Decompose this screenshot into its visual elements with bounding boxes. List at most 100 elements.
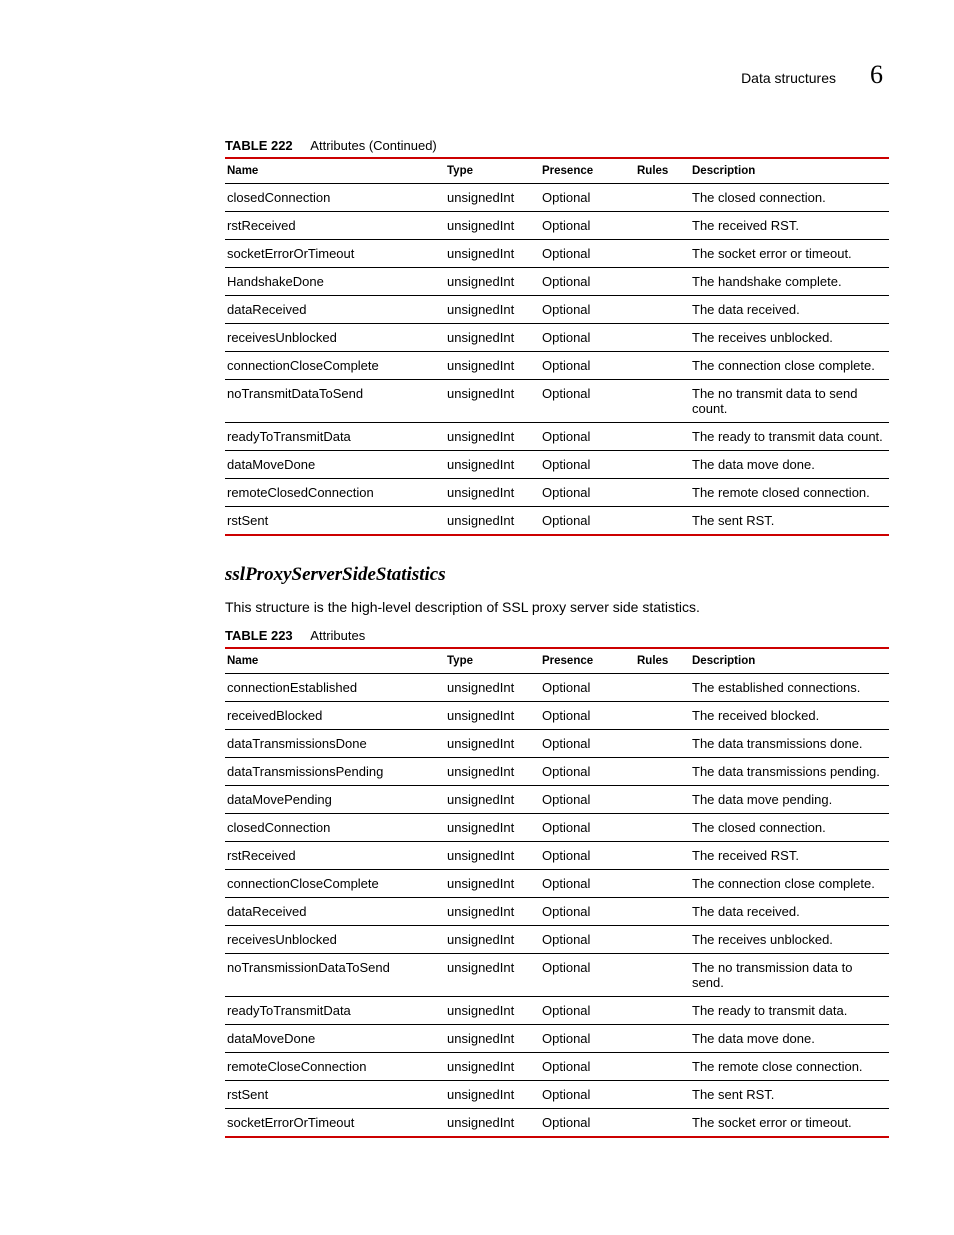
cell-presence: Optional bbox=[540, 240, 635, 268]
cell-type: unsignedInt bbox=[445, 729, 540, 757]
table-row: closedConnectionunsignedIntOptional The c… bbox=[225, 184, 889, 212]
cell-rules bbox=[635, 1080, 690, 1108]
cell-type: unsignedInt bbox=[445, 1080, 540, 1108]
table-row: receivesUnblockedunsignedIntOptionalThe … bbox=[225, 324, 889, 352]
table-row: noTransmitDataToSendunsignedIntOptionalT… bbox=[225, 380, 889, 423]
table-222-title: Attributes (Continued) bbox=[310, 138, 436, 153]
table-row: remoteCloseConnectionunsignedIntOptional… bbox=[225, 1052, 889, 1080]
cell-name: remoteCloseConnection bbox=[225, 1052, 445, 1080]
table-row: closedConnectionunsignedIntOptionalThe c… bbox=[225, 813, 889, 841]
cell-rules bbox=[635, 1052, 690, 1080]
table-223-title: Attributes bbox=[310, 628, 365, 643]
table-row: readyToTransmitDataunsignedIntOptionalTh… bbox=[225, 996, 889, 1024]
cell-name: remoteClosedConnection bbox=[225, 479, 445, 507]
cell-rules bbox=[635, 953, 690, 996]
table-223: Name Type Presence Rules Description con… bbox=[225, 647, 889, 1138]
col-header-name: Name bbox=[225, 648, 445, 674]
cell-description: The received blocked. bbox=[690, 701, 889, 729]
cell-type: unsignedInt bbox=[445, 925, 540, 953]
cell-presence: Optional bbox=[540, 212, 635, 240]
cell-rules bbox=[635, 757, 690, 785]
cell-rules bbox=[635, 296, 690, 324]
cell-presence: Optional bbox=[540, 897, 635, 925]
cell-name: dataMovePending bbox=[225, 785, 445, 813]
cell-description: The closed connection. bbox=[690, 184, 889, 212]
section-description: This structure is the high-level descrip… bbox=[225, 598, 889, 618]
page-header: Data structures 6 bbox=[65, 60, 889, 90]
cell-description: The sent RST. bbox=[690, 1080, 889, 1108]
cell-type: unsignedInt bbox=[445, 1052, 540, 1080]
cell-rules bbox=[635, 184, 690, 212]
cell-name: dataTransmissionsPending bbox=[225, 757, 445, 785]
cell-type: unsignedInt bbox=[445, 451, 540, 479]
cell-presence: Optional bbox=[540, 813, 635, 841]
header-title: Data structures bbox=[741, 70, 836, 86]
cell-name: dataReceived bbox=[225, 897, 445, 925]
table-row: socketErrorOrTimeoutunsignedIntOptionalT… bbox=[225, 1108, 889, 1137]
cell-rules bbox=[635, 785, 690, 813]
cell-presence: Optional bbox=[540, 324, 635, 352]
cell-type: unsignedInt bbox=[445, 785, 540, 813]
cell-name: rstReceived bbox=[225, 841, 445, 869]
cell-description: The data move pending. bbox=[690, 785, 889, 813]
cell-type: unsignedInt bbox=[445, 507, 540, 536]
col-header-description: Description bbox=[690, 158, 889, 184]
col-header-presence: Presence bbox=[540, 158, 635, 184]
table-row: socketErrorOrTimeoutunsignedIntOptionalT… bbox=[225, 240, 889, 268]
cell-presence: Optional bbox=[540, 701, 635, 729]
cell-rules bbox=[635, 380, 690, 423]
col-header-description: Description bbox=[690, 648, 889, 674]
table-row: dataReceivedunsignedIntOptionalThe data … bbox=[225, 897, 889, 925]
table-row: dataMoveDoneunsignedIntOptionalThe data … bbox=[225, 1024, 889, 1052]
cell-name: rstSent bbox=[225, 507, 445, 536]
cell-description: The no transmit data to send count. bbox=[690, 380, 889, 423]
cell-name: dataTransmissionsDone bbox=[225, 729, 445, 757]
cell-description: The remote closed connection. bbox=[690, 479, 889, 507]
cell-description: The socket error or timeout. bbox=[690, 1108, 889, 1137]
table-row: rstSentunsignedIntOptionalThe sent RST. bbox=[225, 1080, 889, 1108]
table-222: Name Type Presence Rules Description clo… bbox=[225, 157, 889, 536]
cell-type: unsignedInt bbox=[445, 184, 540, 212]
cell-type: unsignedInt bbox=[445, 757, 540, 785]
cell-type: unsignedInt bbox=[445, 996, 540, 1024]
col-header-presence: Presence bbox=[540, 648, 635, 674]
cell-presence: Optional bbox=[540, 673, 635, 701]
cell-type: unsignedInt bbox=[445, 701, 540, 729]
cell-presence: Optional bbox=[540, 925, 635, 953]
table-row: dataTransmissionsDoneunsignedIntOptional… bbox=[225, 729, 889, 757]
cell-presence: Optional bbox=[540, 423, 635, 451]
cell-rules bbox=[635, 841, 690, 869]
cell-description: The data transmissions pending. bbox=[690, 757, 889, 785]
table-row: noTransmissionDataToSendunsignedIntOptio… bbox=[225, 953, 889, 996]
cell-presence: Optional bbox=[540, 757, 635, 785]
cell-description: The no transmission data to send. bbox=[690, 953, 889, 996]
cell-type: unsignedInt bbox=[445, 380, 540, 423]
cell-description: The ready to transmit data count. bbox=[690, 423, 889, 451]
cell-name: closedConnection bbox=[225, 184, 445, 212]
cell-description: The data received. bbox=[690, 897, 889, 925]
cell-presence: Optional bbox=[540, 184, 635, 212]
cell-description: The received RST. bbox=[690, 212, 889, 240]
table-223-label: TABLE 223 bbox=[225, 628, 293, 643]
cell-type: unsignedInt bbox=[445, 813, 540, 841]
cell-presence: Optional bbox=[540, 296, 635, 324]
cell-name: rstReceived bbox=[225, 212, 445, 240]
cell-description: The receives unblocked. bbox=[690, 925, 889, 953]
cell-rules bbox=[635, 813, 690, 841]
cell-presence: Optional bbox=[540, 268, 635, 296]
cell-type: unsignedInt bbox=[445, 240, 540, 268]
cell-description: The closed connection. bbox=[690, 813, 889, 841]
cell-presence: Optional bbox=[540, 841, 635, 869]
cell-type: unsignedInt bbox=[445, 1108, 540, 1137]
cell-name: readyToTransmitData bbox=[225, 996, 445, 1024]
header-chapter: 6 bbox=[870, 60, 883, 90]
cell-name: noTransmissionDataToSend bbox=[225, 953, 445, 996]
cell-rules bbox=[635, 451, 690, 479]
cell-rules bbox=[635, 352, 690, 380]
cell-type: unsignedInt bbox=[445, 953, 540, 996]
col-header-rules: Rules bbox=[635, 158, 690, 184]
table-row: readyToTransmitDataunsignedIntOptionalTh… bbox=[225, 423, 889, 451]
table-row: dataMoveDoneunsignedIntOptionalThe data … bbox=[225, 451, 889, 479]
cell-description: The data received. bbox=[690, 296, 889, 324]
table-row: dataReceivedunsignedIntOptionalThe data … bbox=[225, 296, 889, 324]
